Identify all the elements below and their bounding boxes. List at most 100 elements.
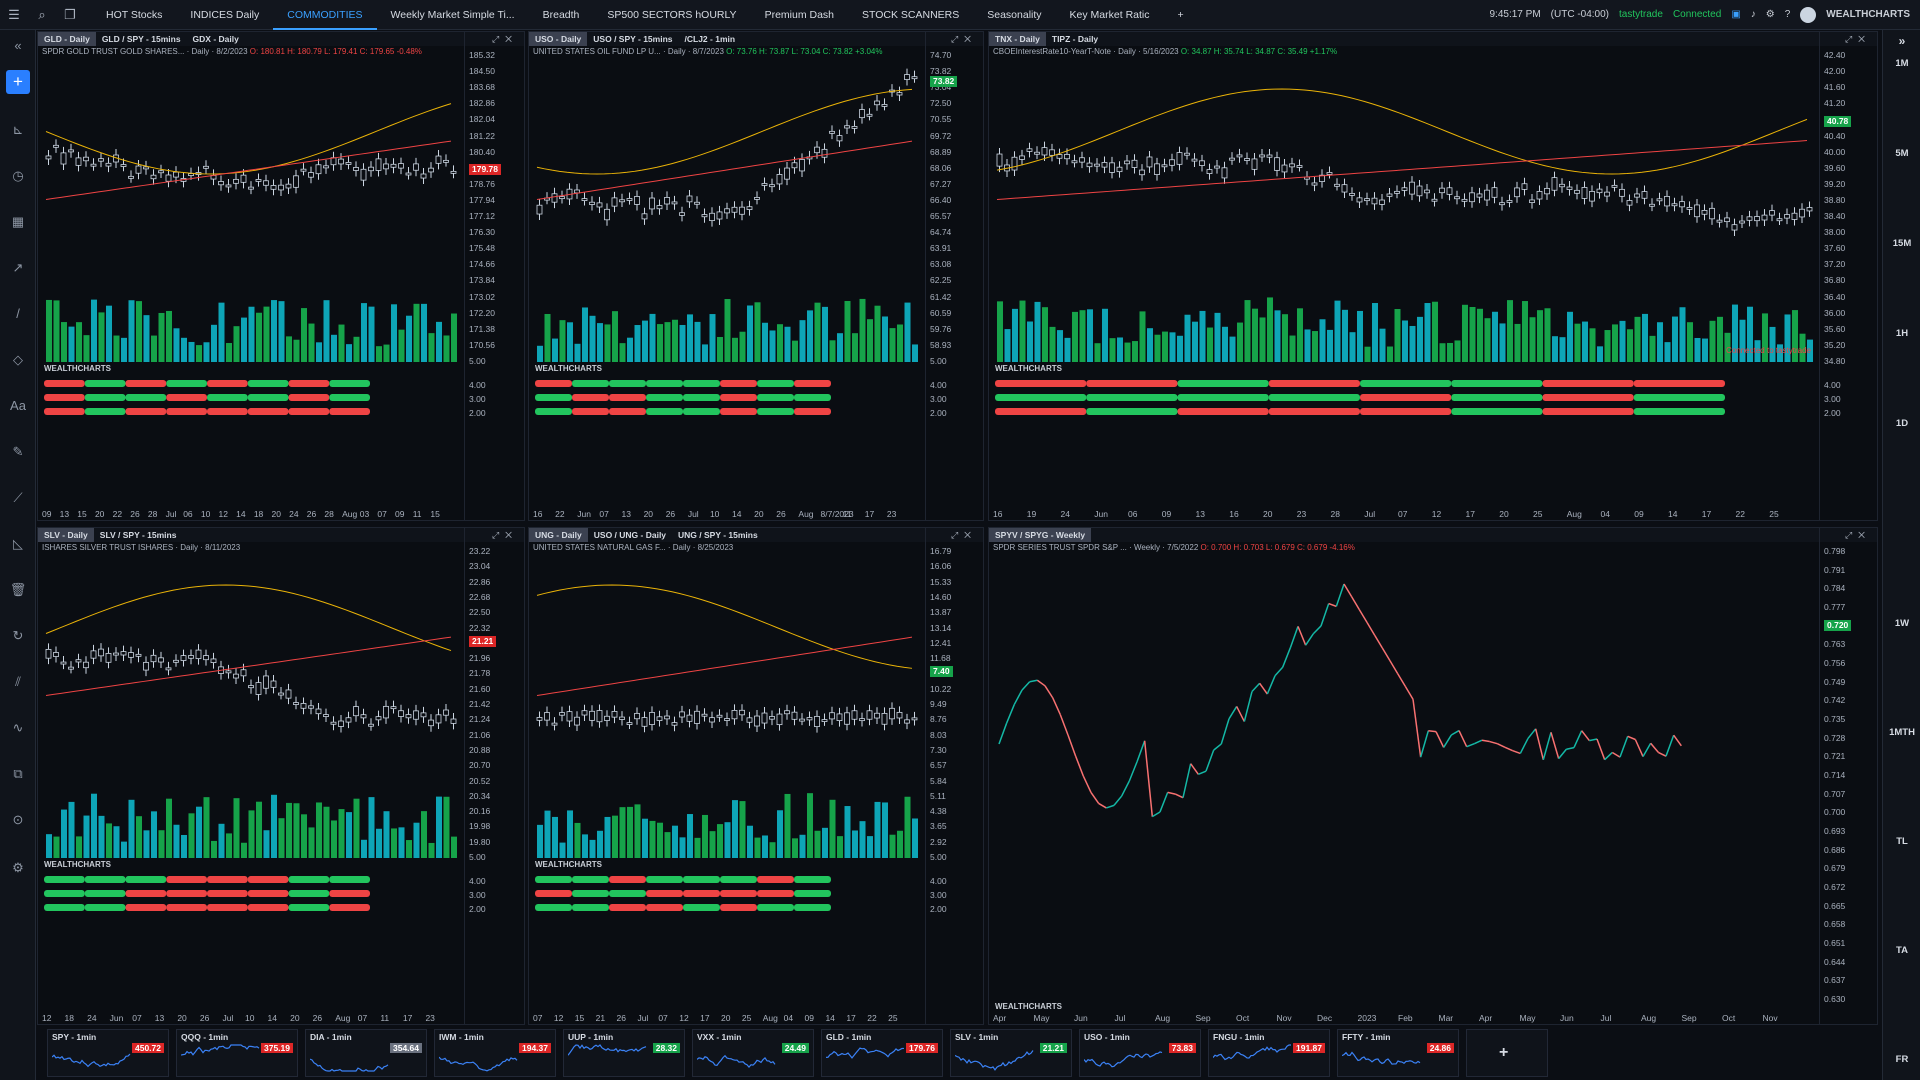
layout-tab[interactable]: Premium Dash <box>764 8 834 21</box>
price-axis[interactable]: 42.4042.0041.6041.2040.8040.4040.0039.60… <box>1819 32 1877 520</box>
watchlist-item[interactable]: FNGU - 1min 191.87 <box>1208 1029 1330 1077</box>
ruler-icon[interactable]: ⟋ <box>13 490 23 505</box>
time-axis[interactable]: Apr May Jun Jul Aug Sep Oct Nov Dec 2023 Feb Mar Apr… <box>989 1013 1819 1024</box>
watchlist-item[interactable]: USO - 1min 73.83 <box>1079 1029 1201 1077</box>
watchlist-item[interactable]: SPY - 1min 450.72 <box>47 1029 169 1077</box>
save-icon[interactable]: ▣ <box>1731 9 1741 20</box>
copy-icon[interactable]: ⧉ <box>13 766 23 781</box>
clock-icon[interactable]: ◷ <box>12 168 24 183</box>
chart-symbol-tab[interactable]: TIPZ - Daily <box>1051 34 1099 44</box>
chart-symbol-tab[interactable]: USO / SPY - 15mins <box>593 34 673 44</box>
calendar-icon[interactable]: ▦ <box>11 214 25 229</box>
panel-controls[interactable]: ⤢✕ <box>950 33 977 44</box>
layouts-icon[interactable]: ❐ <box>64 6 76 22</box>
watchlist-item[interactable]: QQQ - 1min 375.19 <box>176 1029 298 1077</box>
price-chart[interactable] <box>38 528 464 1012</box>
measure-icon[interactable]: ◺ <box>13 536 23 551</box>
layout-tab[interactable]: Breadth <box>542 8 580 21</box>
watchlist-item[interactable]: FFTY - 1min 24.86 <box>1337 1029 1459 1077</box>
broker-name[interactable]: tastytrade <box>1619 9 1663 20</box>
watchlist-item[interactable]: SLV - 1min 21.21 <box>950 1029 1072 1077</box>
chart-symbol-tab[interactable]: UNG - Daily <box>529 528 588 542</box>
timezone[interactable]: (UTC -04:00) <box>1550 9 1610 20</box>
indicators-icon[interactable]: ⊾ <box>12 122 24 137</box>
panel-controls[interactable]: ⤢✕ <box>491 529 518 540</box>
bell-icon[interactable]: ♪ <box>1750 9 1756 20</box>
time-axis[interactable]: 16 22 Jun 07 13 20 26 Jul 10 14 20 26 Aug 8/7/2023 11 1… <box>529 509 925 520</box>
price-chart[interactable] <box>529 528 925 1012</box>
trash-icon[interactable]: 🗑 <box>9 582 27 597</box>
watchlist-item[interactable]: VXX - 1min 24.49 <box>692 1029 814 1077</box>
layout-tab[interactable]: Key Market Ratic <box>1069 8 1150 21</box>
time-axis[interactable]: 09 13 15 20 22 26 28 Jul 06 10 12 14 18 20 24 26 28 Aug 03… <box>38 509 464 520</box>
layout-tab[interactable]: HOT Stocks <box>106 8 163 21</box>
chart-symbol-tab[interactable]: USO / UNG - Daily <box>593 530 667 540</box>
chart-symbol-tab[interactable]: SPYV / SPYG - Weekly <box>989 528 1092 542</box>
price-axis[interactable]: 23.2223.0422.8622.6822.5022.3222.1421.96… <box>464 528 524 1024</box>
help-icon[interactable]: ? <box>1784 9 1791 20</box>
timeframe-5m[interactable]: 5M <box>1895 148 1909 159</box>
watchlist-item[interactable]: UUP - 1min 28.32 <box>563 1029 685 1077</box>
chart-symbol-tab[interactable]: USO - Daily <box>529 32 588 46</box>
price-chart[interactable] <box>38 32 464 508</box>
chart-symbol-tab[interactable]: TNX - Daily <box>989 32 1046 46</box>
chart-panel[interactable]: TNX - Daily TIPZ - Daily ⤢✕ CBOEInterestRat… <box>988 31 1878 521</box>
settings-icon[interactable]: ⚙ <box>12 860 24 875</box>
trend-icon[interactable]: ↗ <box>12 260 24 275</box>
layout-tab[interactable]: Seasonality <box>987 8 1042 21</box>
chart-symbol-tab[interactable]: UNG / SPY - 15mins <box>678 530 758 540</box>
timeframe-1d[interactable]: 1D <box>1895 418 1909 429</box>
add-tab-button[interactable]: + <box>1177 8 1184 21</box>
chart-panel[interactable]: GLD - Daily GLD / SPY - 15mins GDX - Daily… <box>37 31 525 521</box>
price-axis[interactable]: 0.7980.7910.7840.7770.7700.7630.7560.749… <box>1819 528 1877 1024</box>
chart-panel[interactable]: UNG - Daily USO / UNG - Daily UNG / SPY - … <box>528 527 984 1025</box>
expand-icon[interactable]: » <box>1898 34 1906 48</box>
price-chart[interactable] <box>989 32 1819 508</box>
price-axis[interactable]: 74.70 73.82 73.04 72.50 70.55 69.72 68.89 68.06… <box>925 32 983 520</box>
time-axis[interactable]: 16 19 24 Jun 06 09 13 16 20 23 28 Jul 07 12 17 20 25 Aug 0… <box>989 509 1819 520</box>
price-chart[interactable] <box>989 528 1819 1012</box>
price-axis[interactable]: 185.32 184.50 183.68 182.86 182.04 181.22 180.… <box>464 32 524 520</box>
timeframe-1mth[interactable]: 1MTH <box>1889 727 1915 738</box>
panel-controls[interactable]: ⤢✕ <box>491 33 518 44</box>
timeframe-ta[interactable]: TA <box>1896 945 1908 956</box>
layout-tab[interactable]: STOCK SCANNERS <box>862 8 960 21</box>
time-axis[interactable]: 12 18 24 Jun 07 13 20 26 Jul 10 14 20 26 Aug 07 11 17 23 <box>38 1013 464 1024</box>
chart-symbol-tab[interactable]: /CLJ2 - 1min <box>684 34 736 44</box>
watchlist-item[interactable]: GLD - 1min 179.76 <box>821 1029 943 1077</box>
chart-panel[interactable]: SLV - Daily SLV / SPY - 15mins ⤢✕ ISHARES S… <box>37 527 525 1025</box>
panel-controls[interactable]: ⤢✕ <box>1844 529 1871 540</box>
chart-icon[interactable]: ⫽ <box>15 674 21 689</box>
panel-controls[interactable]: ⤢✕ <box>1844 33 1871 44</box>
collapse-icon[interactable]: « <box>14 38 22 53</box>
time-axis[interactable]: 07 12 15 21 26 Jul 07 12 17 20 25 Aug 04 09 14 17 22 25 <box>529 1013 925 1024</box>
timeframe-1w[interactable]: 1W <box>1894 618 1910 629</box>
timeframe-fr[interactable]: FR <box>1895 1054 1909 1065</box>
add-chart-button[interactable]: + <box>6 70 30 94</box>
timeframe-15m[interactable]: 15M <box>1892 238 1912 249</box>
watchlist-item[interactable]: DIA - 1min 354.64 <box>305 1029 427 1077</box>
avatar[interactable] <box>1800 6 1817 23</box>
layout-tab[interactable]: Weekly Market Simple Ti... <box>390 8 515 21</box>
pencil-icon[interactable]: ✎ <box>12 444 24 459</box>
chart-panel[interactable]: USO - Daily USO / SPY - 15mins/CLJ2 - 1mi… <box>528 31 984 521</box>
chart-symbol-tab[interactable]: GLD / SPY - 15mins <box>101 34 181 44</box>
panel-controls[interactable]: ⤢✕ <box>950 529 977 540</box>
chart-symbol-tab[interactable]: SLV - Daily <box>38 528 94 542</box>
line-tool-icon[interactable]: / <box>16 306 20 321</box>
chart-symbol-tab[interactable]: GLD - Daily <box>38 32 96 46</box>
shapes-icon[interactable]: ◇ <box>13 352 23 367</box>
layout-tab[interactable]: COMMODITIES <box>273 0 377 30</box>
timeframe-1m[interactable]: 1M <box>1895 58 1909 69</box>
layout-tab[interactable]: INDICES Daily <box>190 8 260 21</box>
gear-icon[interactable]: ⚙ <box>1765 9 1775 20</box>
refresh-icon[interactable]: ↻ <box>12 628 24 643</box>
chart-symbol-tab[interactable]: SLV / SPY - 15mins <box>99 530 177 540</box>
target-icon[interactable]: ⊙ <box>12 812 24 827</box>
layout-tab[interactable]: SP500 SECTORS hOURLY <box>607 8 737 21</box>
timeframe-tl[interactable]: TL <box>1896 836 1908 847</box>
price-axis[interactable]: 16.79 16.06 15.33 14.60 13.87 13.14 12.41 11.68… <box>925 528 983 1024</box>
text-tool-icon[interactable]: Aa <box>10 398 26 413</box>
chart-symbol-tab[interactable]: GDX - Daily <box>192 34 239 44</box>
search-icon[interactable]: ⌕ <box>38 6 46 22</box>
